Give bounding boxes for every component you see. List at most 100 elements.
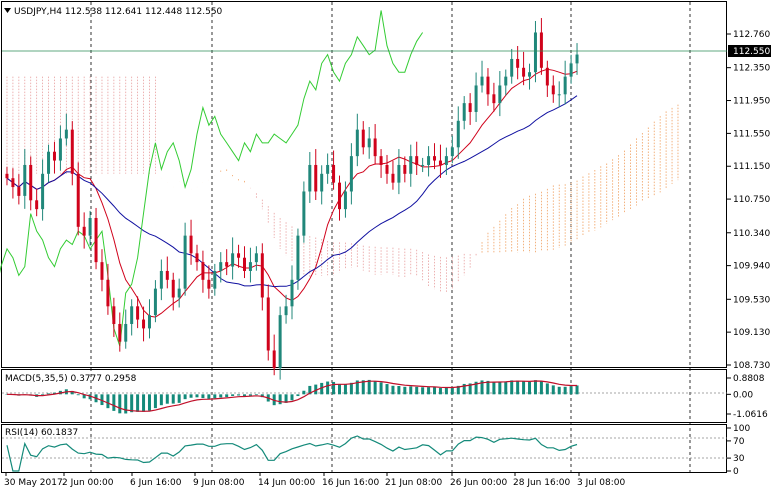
- candle-body: [70, 129, 74, 174]
- macd-histogram-bar: [569, 386, 573, 395]
- candle-body: [231, 253, 235, 267]
- macd-histogram-bar: [290, 394, 294, 401]
- candle-body: [248, 262, 252, 271]
- candle-body: [343, 191, 347, 210]
- triangle-down-icon[interactable]: [4, 8, 11, 13]
- macd-signal-line: [6, 380, 577, 412]
- candle-body: [136, 306, 140, 320]
- macd-histogram-bar: [468, 383, 472, 395]
- price-axis: 112.760 112.350 111.950 111.550 111.150 110.7…: [727, 30, 770, 371]
- candle-body: [480, 76, 484, 86]
- symbol-header: USDJPY,H4 112.538 112.641 112.448 112.55…: [14, 7, 223, 17]
- candle-body: [94, 217, 98, 263]
- price-tick-label: 108.730: [733, 361, 770, 371]
- macd-histogram-bar: [320, 382, 324, 395]
- candle-body: [213, 270, 217, 289]
- candlesticks[interactable]: [5, 18, 579, 380]
- macd-histogram-bar: [533, 380, 537, 395]
- candle-body: [177, 288, 181, 298]
- macd-histogram-bar: [492, 381, 496, 395]
- candle-body: [539, 32, 543, 68]
- time-tick-label: 6 Jun 16:00: [130, 478, 182, 488]
- rsi-title: RSI(14) 60.1837: [5, 428, 78, 438]
- macd-title: MACD(5,35,5) 0.3777 0.2958: [5, 374, 137, 384]
- macd-histogram-bar: [409, 386, 413, 395]
- macd-histogram-bar: [76, 394, 80, 396]
- candle-body: [17, 187, 21, 196]
- candle-body: [219, 262, 223, 271]
- candle-body: [326, 164, 330, 174]
- candle-body: [112, 306, 116, 324]
- macd-axis: 0.8808 0.00 -1.0616: [727, 374, 768, 420]
- macd-histogram-bar: [480, 380, 484, 395]
- macd-histogram-bar: [153, 394, 157, 409]
- candle-body: [450, 147, 454, 157]
- candle-body: [373, 138, 377, 157]
- price-tick-label: 109.530: [733, 295, 770, 305]
- macd-histogram-bar: [545, 383, 549, 395]
- macd-histogram-bar: [130, 394, 134, 413]
- candle-body: [88, 217, 92, 236]
- macd-histogram-bar: [415, 386, 419, 395]
- candle-body: [486, 76, 490, 95]
- candle-body: [147, 315, 151, 329]
- time-tick-label: 2 Jun 00:00: [62, 478, 114, 488]
- candle-body: [35, 200, 39, 210]
- candle-body: [385, 164, 389, 174]
- candle-body: [130, 306, 134, 324]
- candle-body: [355, 129, 359, 157]
- main-panel-frame: [1, 1, 727, 368]
- macd-histogram-bar: [147, 394, 151, 411]
- macd-histogram-bar: [41, 394, 45, 396]
- candle-body: [5, 173, 9, 179]
- candle-body: [338, 182, 342, 210]
- candle-body: [195, 253, 199, 263]
- macd-histogram-bar: [504, 381, 508, 395]
- time-tick-label: 30 May 2017: [4, 478, 63, 488]
- candle-body: [58, 138, 62, 161]
- candle-body: [551, 85, 555, 95]
- macd-histogram-bar: [231, 394, 235, 396]
- candle-body: [474, 85, 478, 112]
- macd-histogram-bar: [254, 394, 258, 396]
- macd-tick-label: -1.0616: [733, 410, 768, 420]
- rsi-axis: 100 70 30 0: [727, 424, 750, 477]
- chikou-line: [0, 10, 424, 347]
- macd-panel-frame: [1, 369, 727, 423]
- macd-histogram-bar: [219, 394, 223, 398]
- candle-body: [272, 350, 276, 369]
- candle-body: [242, 257, 246, 271]
- candle-body: [106, 279, 110, 307]
- candle-body: [11, 178, 15, 188]
- candle-body: [47, 151, 51, 174]
- macd-histogram-bar: [142, 394, 146, 412]
- candle-body: [569, 63, 573, 77]
- macd-histogram-bar: [486, 380, 490, 395]
- macd-histogram-bar: [332, 381, 336, 395]
- candle-body: [159, 270, 163, 289]
- macd-histogram-bar: [355, 380, 359, 395]
- macd-histogram-bar: [106, 394, 110, 409]
- candle-body: [237, 253, 241, 258]
- candle-body: [492, 94, 496, 104]
- candle-body: [284, 306, 288, 316]
- price-tick-label: 111.150: [733, 162, 770, 172]
- macd-histogram-bar: [528, 381, 532, 395]
- macd-histogram-bar: [421, 387, 425, 395]
- macd-histogram-bar: [136, 394, 140, 412]
- rsi-tick-label: 30: [733, 454, 745, 464]
- rsi-tick-label: 70: [733, 437, 745, 447]
- candle-body: [403, 164, 407, 174]
- macd-histogram-bar: [462, 383, 466, 395]
- macd-histogram-bar: [47, 393, 51, 395]
- candle-body: [76, 173, 80, 227]
- time-tick-label: 16 Jun 16:00: [322, 478, 379, 488]
- macd-histogram-bar: [510, 380, 514, 395]
- price-tick-label: 112.760: [733, 30, 770, 40]
- macd-histogram-bar: [575, 385, 579, 395]
- macd-histogram-bar: [177, 394, 181, 403]
- macd-histogram-bar: [367, 379, 371, 395]
- candle-body: [165, 270, 169, 280]
- macd-histogram-bar: [438, 388, 442, 395]
